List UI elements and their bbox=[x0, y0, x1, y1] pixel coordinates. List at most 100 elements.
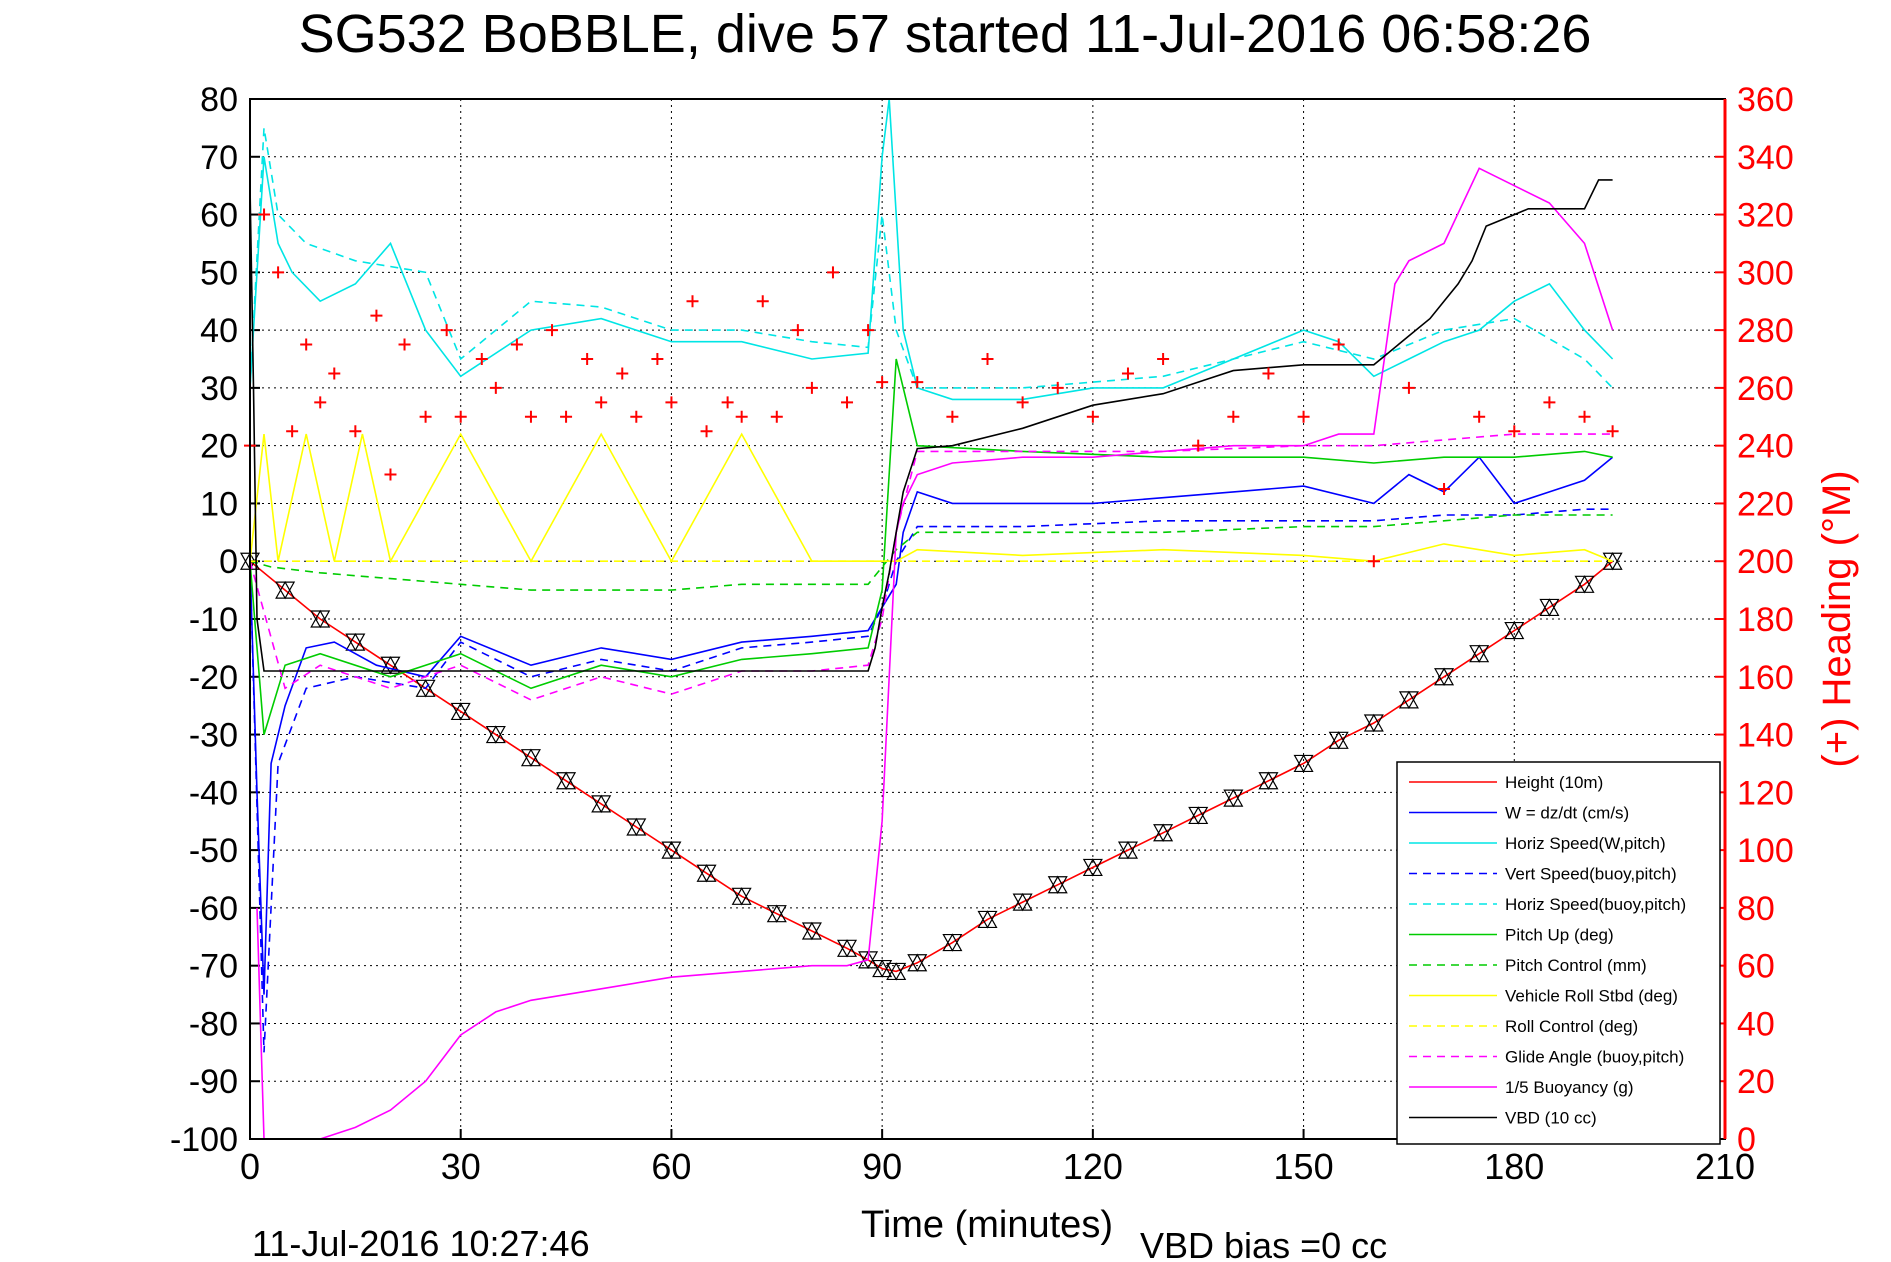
y-tick-label: 80 bbox=[200, 81, 238, 119]
heading-marker bbox=[286, 425, 299, 438]
depth-sample-marker bbox=[661, 840, 682, 860]
x-axis-label: Time (minutes) bbox=[861, 1204, 1113, 1246]
heading-marker bbox=[384, 468, 397, 481]
x-tick-label: 210 bbox=[1695, 1146, 1755, 1187]
series-height-10m bbox=[249, 560, 1614, 973]
heading-marker bbox=[454, 410, 467, 423]
heading-marker bbox=[475, 353, 488, 365]
heading-marker bbox=[419, 410, 432, 423]
heading-marker bbox=[1051, 381, 1064, 394]
heading-marker bbox=[1508, 425, 1521, 438]
y-tick-label: 50 bbox=[200, 254, 238, 292]
depth-sample-marker bbox=[1328, 731, 1349, 750]
depth-sample-marker bbox=[1188, 806, 1209, 825]
depth-sample-marker bbox=[1012, 892, 1033, 912]
depth-sample-marker bbox=[1363, 713, 1384, 733]
y-tick-label: -50 bbox=[189, 832, 238, 870]
y-tick-label: 30 bbox=[200, 370, 238, 408]
heading-marker bbox=[1086, 410, 1099, 423]
x-tick-label: 0 bbox=[240, 1146, 260, 1187]
y-tick-label: -40 bbox=[189, 774, 238, 812]
y-tick-label: 20 bbox=[200, 428, 238, 466]
y2-axis-ticks: 3603403203002802602402202001801601401201… bbox=[1715, 81, 1794, 1159]
heading-marker bbox=[756, 295, 769, 308]
heading-marker bbox=[1157, 353, 1170, 365]
y-tick-label: 60 bbox=[200, 197, 238, 235]
y2-tick-label: 240 bbox=[1737, 428, 1794, 466]
depth-sample-marker bbox=[520, 748, 541, 767]
heading-marker bbox=[770, 410, 783, 423]
y2-tick-label: 280 bbox=[1737, 312, 1794, 350]
legend-label: Roll Control (deg) bbox=[1505, 1017, 1638, 1036]
y2-tick-label: 20 bbox=[1737, 1063, 1775, 1101]
depth-sample-marker bbox=[1082, 858, 1103, 877]
depth-sample-marker bbox=[275, 580, 296, 600]
depth-sample-marker bbox=[310, 609, 331, 629]
legend: Height (10m) W = dz/dt (cm/s) Horiz Speed(… bbox=[1396, 761, 1721, 1145]
depth-sample-marker bbox=[872, 959, 893, 978]
heading-marker bbox=[665, 396, 678, 409]
y2-tick-label: 60 bbox=[1737, 948, 1775, 986]
heading-marker bbox=[1473, 410, 1486, 423]
legend-label: Glide Angle (buoy,pitch) bbox=[1505, 1048, 1684, 1067]
heading-marker bbox=[630, 410, 643, 423]
depth-sample-marker bbox=[1574, 575, 1595, 594]
depth-sample-marker bbox=[1293, 754, 1314, 773]
series-w-dz-dt-cm-s bbox=[249, 455, 1614, 995]
y-tick-label: 40 bbox=[200, 312, 238, 350]
depth-sample-marker bbox=[766, 904, 787, 923]
x-tick-label: 60 bbox=[651, 1146, 691, 1187]
heading-marker bbox=[328, 367, 341, 380]
series-glide-angle-buoy-pitch bbox=[249, 433, 1613, 701]
depth-sample-marker bbox=[1153, 823, 1174, 843]
heading-marker bbox=[826, 266, 839, 279]
plot-area bbox=[239, 98, 1623, 1140]
heading-marker bbox=[735, 410, 748, 423]
heading-marker bbox=[651, 353, 664, 365]
y2-tick-label: 180 bbox=[1737, 601, 1794, 639]
y2-tick-label: 120 bbox=[1737, 774, 1794, 812]
y-tick-label: -80 bbox=[189, 1005, 238, 1043]
heading-marker bbox=[581, 353, 594, 365]
heading-marker bbox=[616, 367, 629, 380]
depth-sample-marker bbox=[858, 950, 879, 970]
heading-marker bbox=[489, 381, 502, 394]
heading-marker bbox=[805, 381, 818, 394]
heading-marker bbox=[862, 324, 875, 337]
y-tick-label: 10 bbox=[200, 485, 238, 523]
depth-sample-marker bbox=[907, 953, 928, 973]
legend-label: VBD (10 cc) bbox=[1505, 1109, 1597, 1128]
footer-timestamp: 11-Jul-2016 10:27:46 bbox=[252, 1223, 590, 1262]
depth-sample-marker bbox=[485, 725, 506, 744]
heading-marker bbox=[1297, 410, 1310, 423]
y-tick-label: -70 bbox=[189, 948, 238, 986]
heading-marker bbox=[700, 425, 713, 438]
y2-tick-label: 320 bbox=[1737, 197, 1794, 235]
legend-label: Vehicle Roll Stbd (deg) bbox=[1505, 987, 1678, 1006]
depth-sample-marker bbox=[977, 910, 998, 929]
y2-tick-label: 0 bbox=[1737, 1121, 1756, 1159]
depth-sample-marker bbox=[450, 702, 471, 721]
depth-sample-marker bbox=[1539, 598, 1560, 617]
y-tick-label: -10 bbox=[189, 601, 238, 639]
heading-marker bbox=[1606, 425, 1619, 438]
x-tick-label: 150 bbox=[1274, 1146, 1334, 1187]
x-tick-label: 90 bbox=[862, 1146, 902, 1187]
heading-marker bbox=[595, 396, 608, 409]
heading-marker bbox=[791, 324, 804, 337]
x-tick-label: 30 bbox=[441, 1146, 481, 1187]
heading-marker bbox=[370, 309, 383, 322]
depth-sample-marker bbox=[556, 771, 577, 791]
x-tick-label: 180 bbox=[1484, 1146, 1544, 1187]
heading-marker bbox=[946, 410, 959, 423]
heading-marker bbox=[349, 425, 362, 438]
depth-sample-marker bbox=[380, 655, 401, 675]
heading-marker bbox=[876, 376, 889, 389]
heading-marker bbox=[686, 295, 699, 308]
series-vert-speed-buoy-pitch bbox=[249, 508, 1613, 1053]
depth-sample-marker bbox=[1504, 621, 1525, 640]
y-tick-label: -90 bbox=[189, 1063, 238, 1101]
y-tick-label: -100 bbox=[170, 1121, 238, 1159]
depth-sample-marker bbox=[1258, 771, 1279, 791]
